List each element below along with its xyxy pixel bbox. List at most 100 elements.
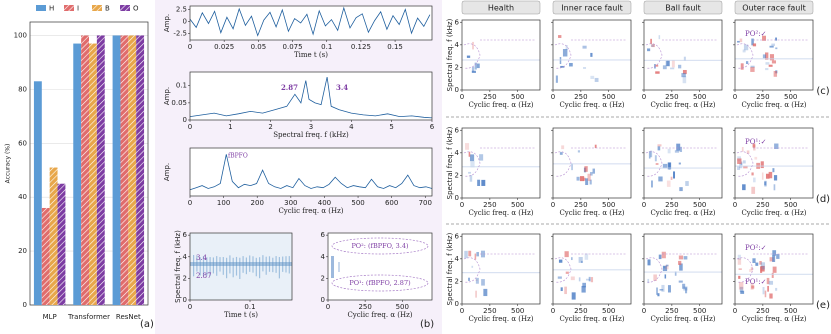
x-tick-label: 500 [602,93,615,101]
heatmap-cell [585,278,591,281]
heatmap-cell [553,59,631,61]
bar [81,35,89,305]
plot-frame [643,233,723,305]
annotation: 2.87 [196,272,212,280]
heatmap-cell [750,267,753,270]
y-tick-label: 2.5 [176,5,187,13]
heatmap-cell [769,54,775,61]
heatmap-cell [483,288,488,297]
x-tick-label: Transformer [67,313,110,321]
heatmap-cell [564,286,567,295]
heatmap-cell [679,146,683,153]
plot-frame [327,232,433,301]
heatmap-cell [667,162,672,170]
heatmap-cell [740,290,745,294]
legend-swatch [36,5,46,11]
x-tick-label: 250 [665,93,678,101]
annotation: PO¹:✓ [745,278,766,286]
y-tick-label: 6 [455,232,460,240]
heatmap-cell [678,162,681,165]
heatmap-cell [681,73,686,78]
plot-background [553,128,631,198]
x-tick-label: 250 [483,201,496,209]
y-axis-label: Amp. [163,87,171,105]
guide-curve [463,151,481,177]
x-axis-label: Cyclic freq. α (Hz) [278,207,343,215]
x-tick-label: 500 [351,199,364,207]
x-tick-label: 500 [693,307,706,315]
heatmap-cell [462,272,540,274]
heatmap-cell [775,47,778,50]
heatmap-cell [472,41,474,50]
heatmap-cell [468,277,470,281]
guide-curve [645,43,663,69]
heatmap-cell [651,44,655,48]
heatmap-cell [767,285,769,292]
x-tick-label: 500 [602,201,615,209]
heatmap-cell [592,168,595,174]
x-axis-label: Time t (s) [294,51,328,59]
heatmap-cell [589,171,593,176]
heatmap-cell [657,144,662,147]
plot-background [462,20,540,90]
plot-background [190,72,432,120]
panel-label: (e) [816,300,830,311]
heatmap-cell [580,260,583,263]
heatmap-cell [470,161,475,168]
heatmap-cell [579,176,585,182]
heatmap-cell [662,265,668,272]
heatmap-cell [678,64,682,69]
y-tick-label: 20 [18,247,27,255]
plot-background [644,128,722,198]
heatmap-cell [735,58,813,60]
x-tick-label: 0.125 [351,43,371,51]
heatmap-cell [739,286,744,293]
heatmap-cell [676,143,681,151]
x-tick-label: 500 [784,201,797,209]
guide-curve [645,151,663,177]
guide-curve [554,151,572,177]
heatmap-cell [682,75,687,84]
bar [136,35,145,305]
y-tick-label: 2 [455,63,459,71]
y-tick-label: 0 [455,300,459,308]
y-tick-label: 2 [183,274,187,282]
heatmap-cell [560,65,565,68]
line [189,154,433,191]
x-tick-label: 500 [693,201,706,209]
heatmap-cell [737,258,742,265]
heatmap-cell [477,179,481,186]
heatmap-cell [673,171,676,179]
heatmap-cell [590,52,593,57]
x-tick-label: 250 [574,307,587,315]
heatmap-cell [464,250,468,259]
heatmap-cell [762,287,765,295]
heatmap-cell [735,273,813,275]
x-tick-label: 200 [251,199,264,207]
guide-curve [463,257,481,283]
x-tick-label: 500 [602,307,615,315]
heatmap-cell [235,256,238,276]
heatmap-cell [768,280,774,285]
heatmap-cell [775,287,778,291]
heatmap-cell [647,259,651,266]
plot-background [553,234,631,304]
heatmap-cell [656,287,659,295]
guide-curve [736,257,754,283]
heatmap-cell [565,45,568,50]
heatmap-cell [659,289,664,291]
heatmap-cell [663,266,666,269]
heatmap-cell [559,152,563,155]
heatmap-cell [653,274,657,281]
bar [112,35,121,305]
heatmap-cell [209,257,211,277]
heatmap-cell [771,43,775,46]
x-tick-label: 0 [733,201,737,209]
heatmap-cell [651,180,653,188]
heatmap-cell [741,147,744,152]
heatmap-cell [766,277,770,285]
column-title: Ball fault [665,4,701,13]
x-tick-label: 0 [642,307,646,315]
heatmap-cell [571,163,573,171]
